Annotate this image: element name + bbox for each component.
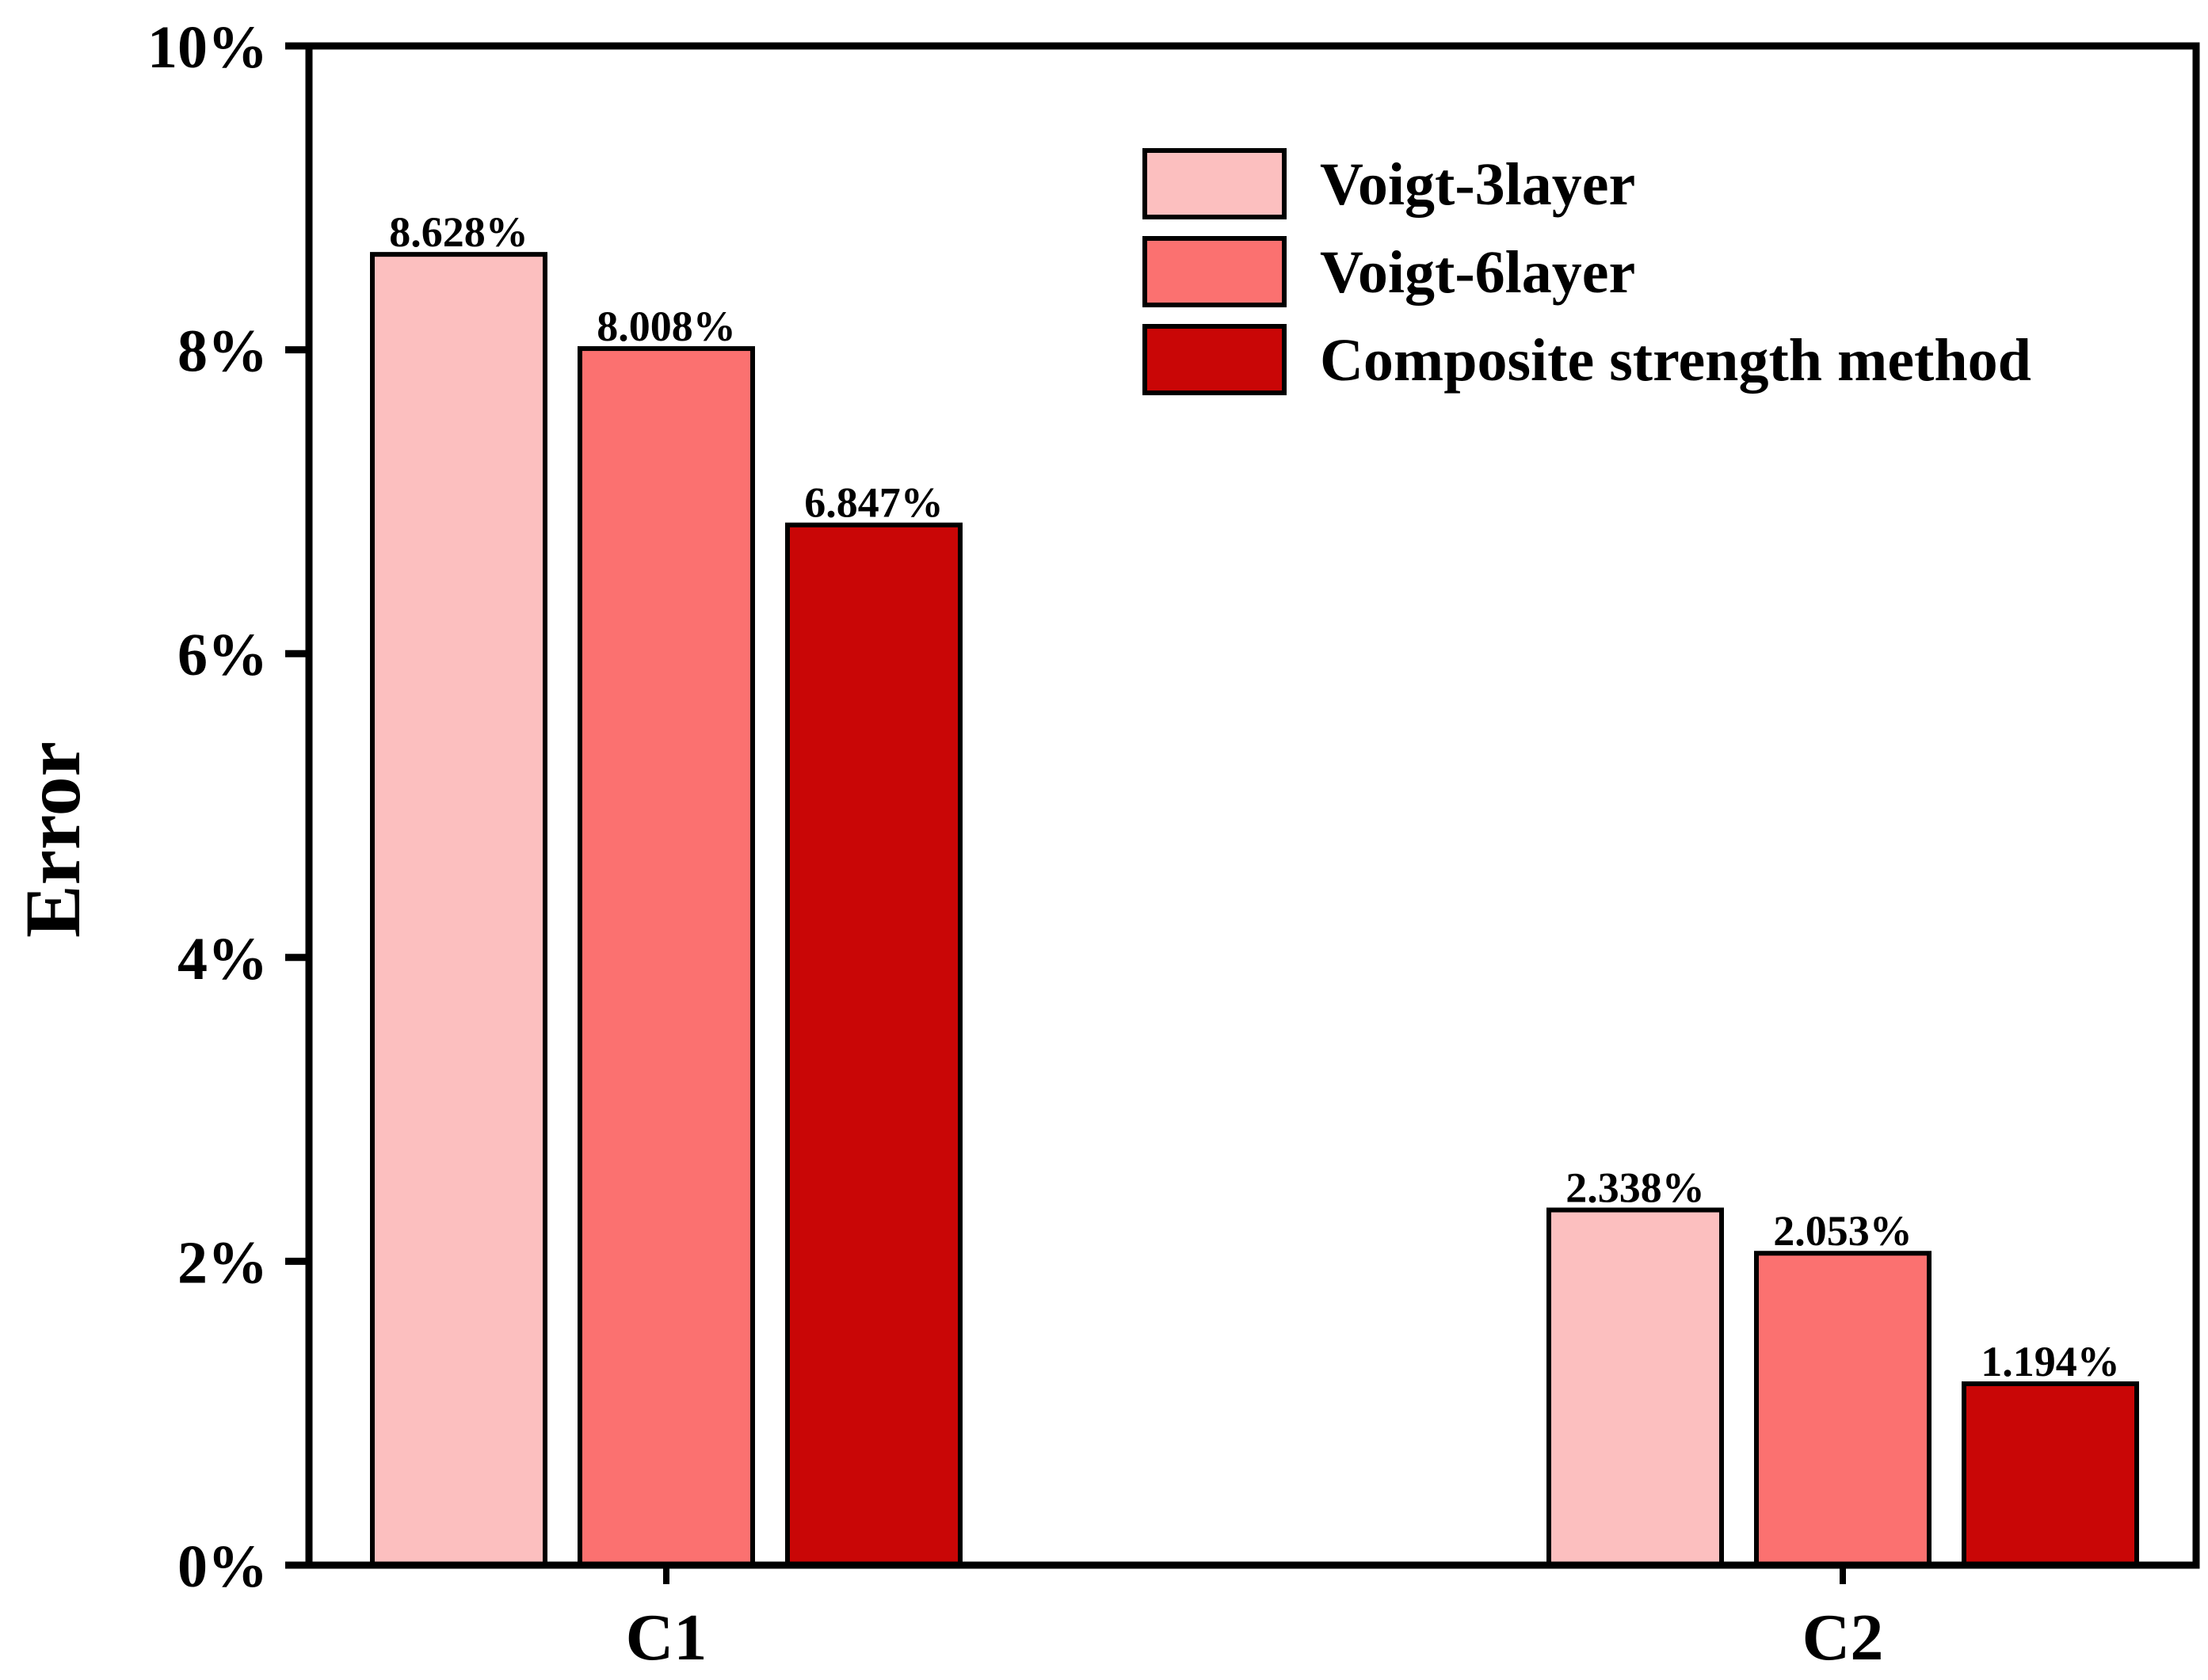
bar-value-label: 8.008% — [597, 303, 736, 350]
bar — [785, 522, 963, 1568]
x-axis-categories: C1 C2 — [626, 1565, 1884, 1674]
y-tick-label: 2% — [177, 1229, 268, 1296]
legend-swatch — [1142, 148, 1287, 219]
bar — [1546, 1207, 1724, 1568]
y-tick-label: 6% — [177, 622, 268, 688]
bar — [1962, 1381, 2139, 1568]
bar-value-label: 1.194% — [1981, 1338, 2120, 1385]
legend-swatch — [1142, 324, 1287, 395]
bar-value-label: 2.338% — [1565, 1164, 1705, 1212]
y-tick-label: 8% — [177, 318, 268, 385]
legend-label: Voigt-6layer — [1320, 239, 1635, 306]
bar-value-label: 6.847% — [804, 479, 944, 527]
plot-frame — [305, 42, 2200, 1569]
y-axis-title: Error — [9, 741, 97, 938]
bars: 8.628% 8.008% 6.847% 2.338% 2.053% 1.194% — [370, 208, 2139, 1568]
bar — [578, 346, 755, 1568]
legend-swatch — [1142, 236, 1287, 307]
bar-value-label: 2.053% — [1773, 1207, 1912, 1255]
bar — [370, 252, 547, 1568]
bar — [1754, 1251, 1932, 1568]
y-tick-label: 0% — [177, 1533, 268, 1600]
legend-label: Composite strength method — [1320, 327, 2031, 394]
legend-label: Voigt-3layer — [1320, 151, 1635, 218]
x-category-label: C2 — [1802, 1601, 1884, 1674]
x-category-label: C1 — [626, 1601, 707, 1674]
y-axis-ticks: 0% 2% 4% 6% 8% 10% — [147, 14, 309, 1600]
legend: Voigt-3layer Voigt-6layer Composite streng… — [1142, 148, 2031, 395]
bar-value-label: 8.628% — [389, 208, 528, 256]
y-tick-label: 10% — [147, 14, 268, 81]
y-tick-label: 4% — [177, 926, 268, 992]
